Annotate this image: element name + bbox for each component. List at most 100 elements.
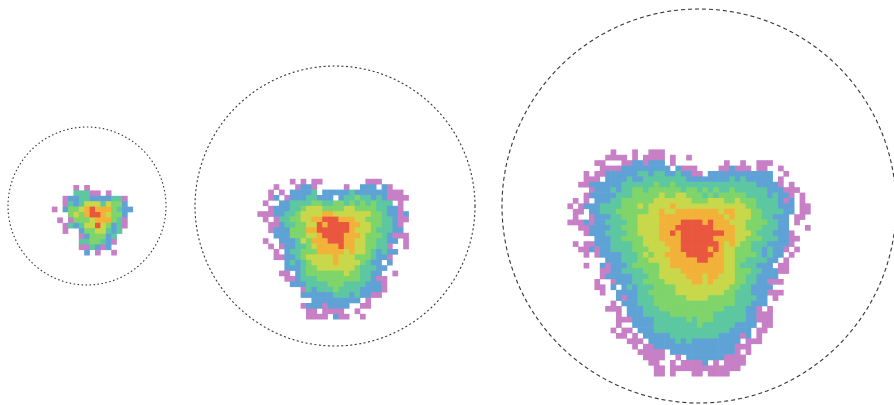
cluster-pixel [95,233,101,240]
cluster-pixel [745,208,752,215]
cluster-pixel [675,225,682,231]
cluster-pixel [783,246,790,253]
cluster-pixel [365,205,372,212]
cluster-pixel [664,230,671,237]
cluster-pixel [333,270,339,277]
cluster-pixel [664,306,671,312]
cluster-pixel [338,189,345,196]
cluster-pixel [767,257,773,264]
cluster-pixel [279,232,285,239]
cluster-pixel [697,306,703,312]
cluster-pixel [616,235,622,242]
cluster-pixel [729,230,736,237]
cluster-pixel [68,195,74,202]
cluster-pixel [767,160,773,166]
cluster-pixel [756,300,763,307]
cluster-pixel [697,225,703,231]
cluster-pixel [664,284,671,291]
cluster-pixel [697,171,703,177]
cluster-pixel [659,181,665,188]
cluster-pixel [767,316,773,323]
cluster-pixel [702,273,709,280]
cluster-pixel [648,149,655,156]
cluster-pixel [648,338,655,345]
cluster-pixel [100,222,107,229]
cluster-pixel [724,252,730,258]
cluster-pixel [670,198,676,204]
cluster-pixel [702,316,709,323]
cluster-pixel [338,303,345,309]
cluster-pixel [691,273,698,280]
cluster-pixel [724,165,730,172]
cluster-pixel [659,322,665,328]
cluster-pixel [295,259,301,266]
cluster-pixel [691,219,698,226]
cluster-pixel [599,181,606,188]
cluster-pixel [621,295,628,301]
cluster-pixel [626,311,633,318]
cluster-pixel [761,176,768,183]
cluster-pixel [648,219,655,226]
cluster-pixel [306,211,312,217]
cluster-pixel [295,227,301,234]
cluster-pixel [659,246,665,253]
cluster-pixel [745,349,752,355]
cluster-pixel [360,281,366,288]
cluster-pixel [702,241,709,247]
cluster-pixel [632,279,638,285]
cluster-pixel [360,232,366,239]
cluster-pixel [583,181,590,188]
cluster-pixel [316,232,323,239]
cluster-pixel [691,171,698,177]
cluster-pixel [295,254,301,261]
cluster-pixel [89,239,96,245]
cluster-pixel [381,205,388,212]
cluster-pixel [767,322,773,328]
cluster-pixel [653,284,660,291]
cluster-pixel [381,281,388,288]
cluster-pixel [322,297,328,304]
cluster-pixel [680,316,687,323]
cluster-pixel [686,316,692,323]
cluster-pixel [686,349,692,355]
cluster-pixel [697,284,703,291]
cluster-pixel [354,281,361,288]
cluster-pixel [664,176,671,183]
cluster-pixel [343,205,350,212]
cluster-pixel [268,227,274,234]
cluster-pixel [680,225,687,231]
cluster-pixel [707,257,714,264]
cluster-pixel [594,208,601,215]
cluster-pixel [338,195,345,201]
cluster-pixel [751,252,757,258]
cluster-pixel [713,360,719,366]
cluster-pixel [680,300,687,307]
cluster-pixel [333,222,339,228]
cluster-pixel [610,214,617,220]
cluster-pixel [637,208,644,215]
cluster-pixel [740,230,746,237]
cluster-pixel [751,279,757,285]
cluster-pixel [702,219,709,226]
cluster-pixel [268,189,274,196]
cluster-pixel [632,219,638,226]
cluster-pixel [697,214,703,220]
cluster-pixel [295,195,301,201]
cluster-pixel [761,300,768,307]
cluster-pixel [621,187,628,193]
cluster-pixel [648,257,655,264]
cluster-pixel [599,160,606,166]
cluster-pixel [756,268,763,274]
cluster-pixel [316,178,323,185]
cluster-pixel [718,192,725,199]
cluster-pixel [626,268,633,274]
cluster-pixel [713,343,719,350]
cluster-pixel [702,354,709,361]
cluster-pixel [621,300,628,307]
cluster-pixel [360,211,366,217]
cluster-pixel [89,244,96,251]
cluster-pixel [653,257,660,264]
cluster-pixel [116,222,123,229]
cluster-pixel [680,295,687,301]
cluster-pixel [724,327,730,334]
